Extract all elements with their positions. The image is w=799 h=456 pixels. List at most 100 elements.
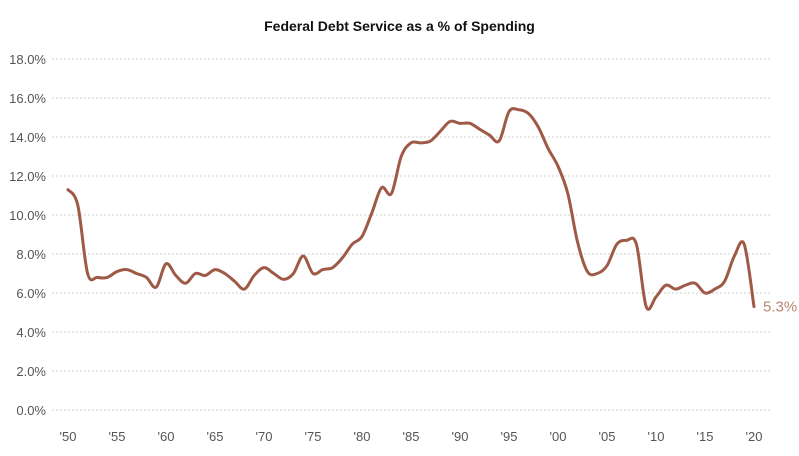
data-point [145, 276, 148, 279]
data-point [174, 274, 177, 277]
x-tick-label: '50 [60, 429, 77, 444]
chart-title: Federal Debt Service as a % of Spending [264, 18, 535, 34]
data-point [204, 274, 207, 277]
data-point [566, 192, 569, 195]
data-point [576, 241, 579, 244]
data-point [370, 212, 373, 215]
data-point [517, 108, 520, 111]
data-point [478, 128, 481, 131]
data-point [596, 272, 599, 275]
x-tick-label: '10 [648, 429, 665, 444]
x-tick-label: '80 [354, 429, 371, 444]
data-point [419, 141, 422, 144]
data-point [557, 165, 560, 168]
data-point [488, 134, 491, 137]
data-point [449, 120, 452, 123]
y-tick-label: 18.0% [9, 52, 46, 67]
data-point [743, 243, 746, 246]
data-point [86, 272, 89, 275]
data-point [165, 262, 168, 265]
y-tick-label: 4.0% [16, 325, 46, 340]
data-point [625, 239, 628, 242]
y-tick-label: 10.0% [9, 208, 46, 223]
data-point [76, 204, 79, 207]
data-point [645, 305, 648, 308]
x-tick-label: '05 [599, 429, 616, 444]
data-point [390, 192, 393, 195]
data-point [586, 270, 589, 273]
data-series-line [66, 107, 756, 311]
data-point [184, 282, 187, 285]
data-point [302, 254, 305, 257]
data-point [704, 292, 707, 295]
data-point [351, 243, 354, 246]
y-tick-label: 8.0% [16, 247, 46, 262]
data-point [400, 155, 403, 158]
data-point [439, 130, 442, 133]
x-tick-label: '75 [305, 429, 322, 444]
data-point [694, 282, 697, 285]
data-point [135, 272, 138, 275]
data-point [713, 288, 716, 291]
data-point [282, 278, 285, 281]
x-tick-label: '55 [109, 429, 126, 444]
y-tick-label: 2.0% [16, 364, 46, 379]
data-point [547, 147, 550, 150]
y-tick-label: 6.0% [16, 286, 46, 301]
data-point [253, 274, 256, 277]
data-point [429, 139, 432, 142]
data-point [498, 139, 501, 142]
data-point [606, 264, 609, 267]
y-tick-label: 12.0% [9, 169, 46, 184]
data-point [674, 288, 677, 291]
data-point [116, 270, 119, 273]
data-point [292, 272, 295, 275]
x-tick-label: '85 [403, 429, 420, 444]
data-point [753, 305, 756, 308]
x-tick-label: '15 [697, 429, 714, 444]
data-point [684, 284, 687, 287]
data-point [468, 122, 471, 125]
data-point [67, 188, 70, 191]
data-point [459, 122, 462, 125]
data-point [272, 272, 275, 275]
data-point [96, 276, 99, 279]
data-point [410, 141, 413, 144]
data-point [664, 284, 667, 287]
data-point [243, 288, 246, 291]
data-point [527, 112, 530, 115]
y-tick-label: 0.0% [16, 403, 46, 418]
data-point [194, 272, 197, 275]
y-tick-label: 14.0% [9, 130, 46, 145]
data-point [331, 266, 334, 269]
x-tick-label: '00 [550, 429, 567, 444]
data-point [723, 280, 726, 283]
y-tick-label: 16.0% [9, 91, 46, 106]
data-point [106, 276, 109, 279]
data-point [635, 243, 638, 246]
data-point [380, 186, 383, 189]
data-point [155, 286, 158, 289]
x-tick-label: '60 [158, 429, 175, 444]
data-point [312, 272, 315, 275]
data-point [263, 266, 266, 269]
x-tick-label: '65 [207, 429, 224, 444]
x-tick-label: '95 [501, 429, 518, 444]
data-point [341, 256, 344, 259]
data-point [233, 280, 236, 283]
data-point [655, 295, 658, 298]
data-point [223, 272, 226, 275]
data-point [537, 126, 540, 129]
end-value-label: 5.3% [763, 299, 797, 316]
data-point [361, 235, 364, 238]
data-point [125, 268, 128, 271]
data-point [214, 268, 217, 271]
data-point [508, 110, 511, 113]
x-tick-label: '90 [452, 429, 469, 444]
data-point [733, 254, 736, 257]
x-tick-label: '70 [256, 429, 273, 444]
x-tick-label: '20 [746, 429, 763, 444]
data-point [321, 268, 324, 271]
data-point [615, 243, 618, 246]
